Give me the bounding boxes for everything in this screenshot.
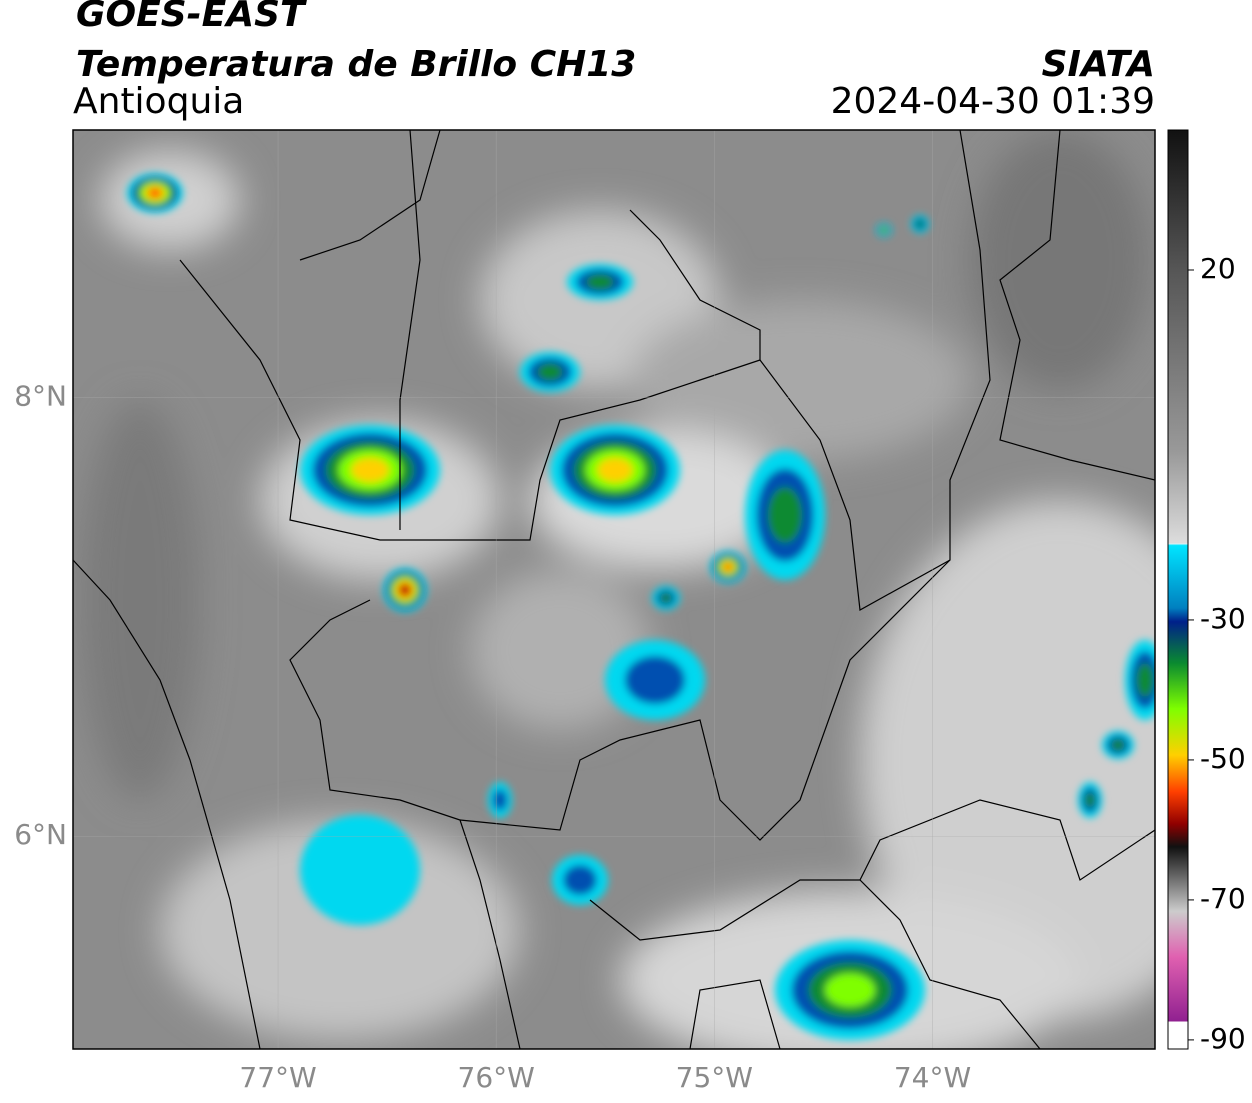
map-image <box>73 130 1155 1049</box>
storm-ring <box>1111 739 1125 751</box>
colorbar-tick-label: -90 <box>1200 1022 1246 1055</box>
storm-ring <box>350 457 390 483</box>
storm-ring <box>723 563 733 571</box>
storm-ring <box>537 363 563 381</box>
y-tick-label: 8°N <box>14 380 67 413</box>
x-tick-label: 74°W <box>894 1061 971 1094</box>
storm-ring <box>597 457 633 483</box>
y-tick-label: 6°N <box>14 818 67 851</box>
storm-ring <box>400 585 410 595</box>
borders <box>73 130 1155 1049</box>
storm-ring <box>1136 662 1154 698</box>
x-tick-label: 76°W <box>458 1061 535 1094</box>
storms <box>127 173 1155 1040</box>
grid <box>73 130 1155 1049</box>
storm-ring <box>767 487 803 543</box>
region: Antioquia <box>73 81 244 122</box>
storm-ring <box>1084 792 1096 808</box>
storm-ring <box>300 815 420 925</box>
storm-ring <box>585 274 615 290</box>
colorbar-tick-label: -30 <box>1200 602 1246 635</box>
x-tick-label: 75°W <box>676 1061 753 1094</box>
storm-cells <box>127 173 1155 1040</box>
map-frame <box>72 129 1156 1050</box>
storm-ring <box>563 865 597 895</box>
datetime: 2024-04-30 01:39 <box>831 81 1155 122</box>
colorbar-tick-label: -70 <box>1200 882 1246 915</box>
source: SIATA <box>1042 44 1155 85</box>
storm-ring <box>916 220 924 228</box>
storm-ring <box>492 789 508 811</box>
storm-ring <box>660 592 672 604</box>
storm-ring <box>881 227 887 233</box>
title: GOES-EAST <box>76 0 307 35</box>
storm-ring <box>825 973 875 1007</box>
storm-ring <box>148 188 162 198</box>
colorbar-tick-label: -50 <box>1200 742 1246 775</box>
storm-ring <box>625 656 685 704</box>
x-tick-label: 77°W <box>239 1061 316 1094</box>
subtitle: Temperatura de Brillo CH13 <box>76 44 636 85</box>
colorbar-tick-label: 20 <box>1200 252 1236 285</box>
colorbar <box>1167 129 1189 1050</box>
